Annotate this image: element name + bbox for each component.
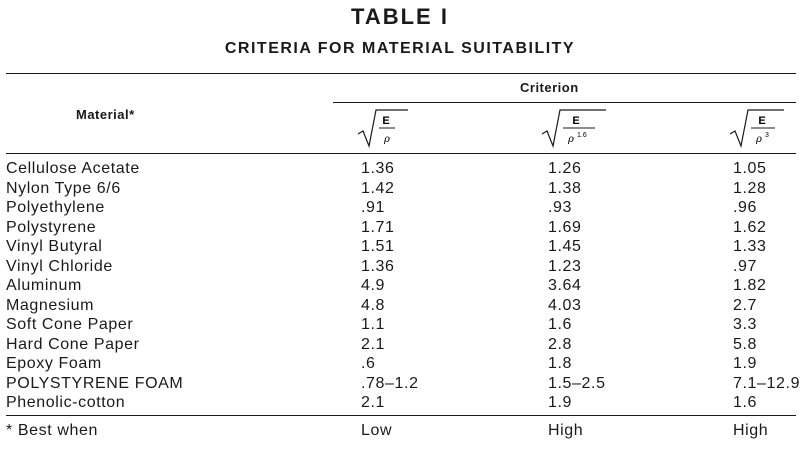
- criterion-3-cell: 5.8: [733, 335, 758, 353]
- criterion-rule: [333, 102, 796, 103]
- table-row: Nylon Type 6/6 1.42 1.38 1.28: [6, 179, 796, 198]
- material-cell: Hard Cone Paper: [6, 335, 140, 353]
- criterion-3-cell: 1.6: [733, 394, 758, 411]
- formula-1-numerator: E: [382, 115, 389, 127]
- criterion-2-cell: 1.38: [548, 179, 582, 197]
- criterion-2-cell: 4.03: [548, 296, 582, 314]
- material-cell: Nylon Type 6/6: [6, 179, 121, 197]
- criterion-2-cell: 1.6: [548, 316, 573, 333]
- criterion-1-cell: .6: [361, 355, 376, 372]
- criterion-2-cell: 1.9: [548, 394, 573, 411]
- criterion-1-cell: 1.42: [361, 179, 395, 197]
- table-row: Vinyl Butyral 1.51 1.45 1.33: [6, 237, 796, 256]
- criterion-1-cell: 4.9: [361, 277, 386, 294]
- table-row: Polyethylene .91 .93 .96: [6, 198, 796, 217]
- criterion-3-cell: 3.3: [733, 316, 758, 333]
- criterion-3-cell: 1.62: [733, 218, 767, 236]
- formula-2-numerator: E: [572, 115, 579, 127]
- criterion-2-cell: 1.45: [548, 238, 582, 255]
- header-rule: [6, 153, 796, 154]
- table-row: Epoxy Foam .6 1.8 1.9: [6, 354, 796, 373]
- material-header: Material*: [76, 107, 135, 122]
- criterion-3-cell: 2.7: [733, 296, 758, 314]
- material-cell: POLYSTYRENE FOAM: [6, 374, 184, 392]
- criterion-2-cell: 2.8: [548, 335, 573, 353]
- criterion-1-cell: 1.71: [361, 218, 395, 236]
- footer-criterion-1: Low: [361, 422, 393, 439]
- table-row: Vinyl Chloride 1.36 1.23 .97: [6, 257, 796, 276]
- material-cell: Magnesium: [6, 296, 95, 314]
- criterion-1-cell: 1.1: [361, 316, 386, 333]
- criterion-2-cell: 1.5–2.5: [548, 374, 606, 392]
- criterion-2-cell: 1.8: [548, 355, 573, 372]
- table-row: Cellulose Acetate 1.36 1.26 1.05: [6, 159, 796, 178]
- criterion-3-cell: 1.05: [733, 160, 767, 177]
- formula-3-denominator: ρ: [755, 134, 762, 145]
- table-row: Aluminum 4.9 3.64 1.82: [6, 276, 796, 295]
- criterion-2-cell: 1.69: [548, 218, 582, 236]
- table-row: Magnesium 4.8 4.03 2.7: [6, 296, 796, 315]
- criterion-3-cell: 1.9: [733, 355, 758, 372]
- table-row: POLYSTYRENE FOAM .78–1.2 1.5–2.5 7.1–12.…: [6, 374, 799, 393]
- material-cell: Vinyl Chloride: [6, 257, 113, 275]
- table-row: Hard Cone Paper 2.1 2.8 5.8: [6, 335, 796, 354]
- criterion-1-cell: .91: [361, 199, 386, 216]
- material-cell: Vinyl Butyral: [6, 238, 103, 255]
- criterion-3-cell: 1.28: [733, 179, 767, 197]
- table-subtitle: CRITERIA FOR MATERIAL SUITABILITY: [224, 40, 576, 57]
- formula-3-exponent: 3: [765, 132, 769, 139]
- criterion-1-cell: 2.1: [361, 394, 386, 411]
- footer-note: * Best when: [6, 422, 98, 439]
- criterion-3-cell: 1.33: [733, 238, 767, 255]
- table-row: Soft Cone Paper 1.1 1.6 3.3: [6, 315, 796, 334]
- criterion-3-cell: .97: [733, 257, 758, 275]
- criterion-1-cell: .78–1.2: [361, 374, 419, 392]
- criterion-1-cell: 2.1: [361, 335, 386, 353]
- formula-e-over-rho: E ρ: [357, 109, 408, 149]
- footer-criterion-2: High: [548, 422, 584, 439]
- criterion-1-cell: 1.36: [361, 160, 395, 177]
- criterion-3-cell: 7.1–12.9: [733, 374, 800, 392]
- criterion-2-cell: .93: [548, 199, 573, 216]
- footer-row: * Best when Low High High: [6, 421, 796, 440]
- formula-2-exponent: 1.6: [577, 132, 587, 139]
- criterion-3-cell: 1.82: [733, 277, 767, 294]
- material-cell: Cellulose Acetate: [6, 160, 140, 177]
- criterion-1-cell: 4.8: [361, 296, 386, 314]
- material-cell: Epoxy Foam: [6, 355, 102, 372]
- criterion-2-cell: 3.64: [548, 277, 582, 294]
- criterion-3-cell: .96: [733, 199, 758, 216]
- footer-rule: [6, 415, 796, 416]
- criterion-1-cell: 1.36: [361, 257, 395, 275]
- criterion-2-cell: 1.23: [548, 257, 582, 275]
- top-rule: [6, 73, 796, 74]
- material-cell: Polyethylene: [6, 199, 105, 216]
- material-cell: Phenolic-cotton: [6, 394, 126, 411]
- table-row: Phenolic-cotton 2.1 1.9 1.6: [6, 393, 796, 412]
- material-cell: Soft Cone Paper: [6, 316, 134, 333]
- material-cell: Polystyrene: [6, 218, 97, 236]
- criterion-header: Criterion: [520, 80, 579, 95]
- formula-3-numerator: E: [758, 115, 765, 127]
- table-row: Polystyrene 1.71 1.69 1.62: [6, 218, 796, 237]
- material-cell: Aluminum: [6, 277, 82, 294]
- footer-criterion-3: High: [733, 422, 769, 439]
- formula-1-denominator: ρ: [383, 134, 390, 145]
- formula-e-over-rho-1-6: E ρ 1.6: [541, 109, 606, 149]
- formula-e-over-rho-3: E ρ 3: [729, 109, 784, 149]
- table-title: TABLE I: [351, 4, 449, 29]
- criterion-1-cell: 1.51: [361, 238, 395, 255]
- formula-2-denominator: ρ: [567, 134, 574, 145]
- criterion-2-cell: 1.26: [548, 160, 582, 177]
